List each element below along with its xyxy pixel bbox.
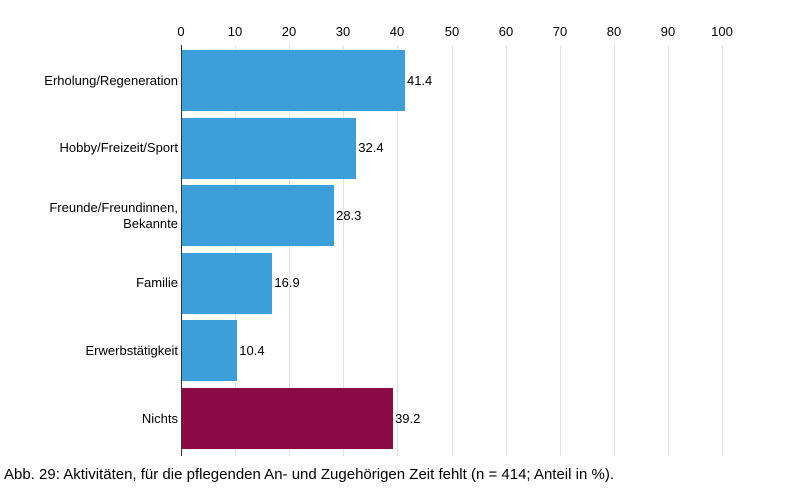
x-tick-label: 10 <box>227 24 243 39</box>
bar <box>182 117 357 179</box>
bar <box>182 50 405 111</box>
bar-chart: 0 10 20 30 40 50 60 70 80 90 100 41.4 Erholung/Regen… <box>44 24 733 456</box>
data-label: 28.3 <box>336 207 362 223</box>
data-label: 32.4 <box>358 140 384 156</box>
bar <box>182 388 394 449</box>
category-label: Familie <box>136 275 178 291</box>
gridline <box>506 45 507 456</box>
x-tick-label: 0 <box>177 24 185 39</box>
gridline <box>668 45 669 456</box>
x-tick-label: 20 <box>281 24 297 39</box>
data-label: 39.2 <box>395 410 421 426</box>
x-tick-label: 60 <box>498 24 514 39</box>
bar <box>182 252 273 314</box>
x-tick-label: 70 <box>552 24 568 39</box>
x-tick-label: 100 <box>711 24 733 39</box>
y-axis-line <box>181 45 182 456</box>
category-label: Freunde/Freundinnen, Bekannte <box>49 199 178 231</box>
bar <box>182 320 238 382</box>
gridline <box>722 45 723 456</box>
category-label: Erholung/Regeneration <box>44 72 178 88</box>
category-label: Erwerbstätigkeit <box>85 342 178 358</box>
category-label: Nichts <box>141 410 178 426</box>
x-tick-label: 80 <box>606 24 622 39</box>
bar <box>182 185 335 247</box>
figure-caption: Abb. 29: Aktivitäten, für die pflegenden… <box>4 466 614 483</box>
x-tick-label: 40 <box>389 24 405 39</box>
gridline <box>560 45 561 456</box>
gridline <box>452 45 453 456</box>
x-tick-label: 90 <box>660 24 676 39</box>
gridline <box>614 45 615 456</box>
gridline <box>235 45 236 456</box>
gridline <box>289 45 290 456</box>
data-label: 41.4 <box>406 72 433 88</box>
gridline <box>343 45 344 456</box>
x-tick-label: 50 <box>444 24 460 39</box>
x-tick-label: 30 <box>335 24 351 39</box>
data-label: 16.9 <box>274 275 300 291</box>
category-label: Hobby/Freizeit/Sport <box>59 140 179 156</box>
data-label: 10.4 <box>239 342 265 358</box>
gridline <box>397 45 398 456</box>
